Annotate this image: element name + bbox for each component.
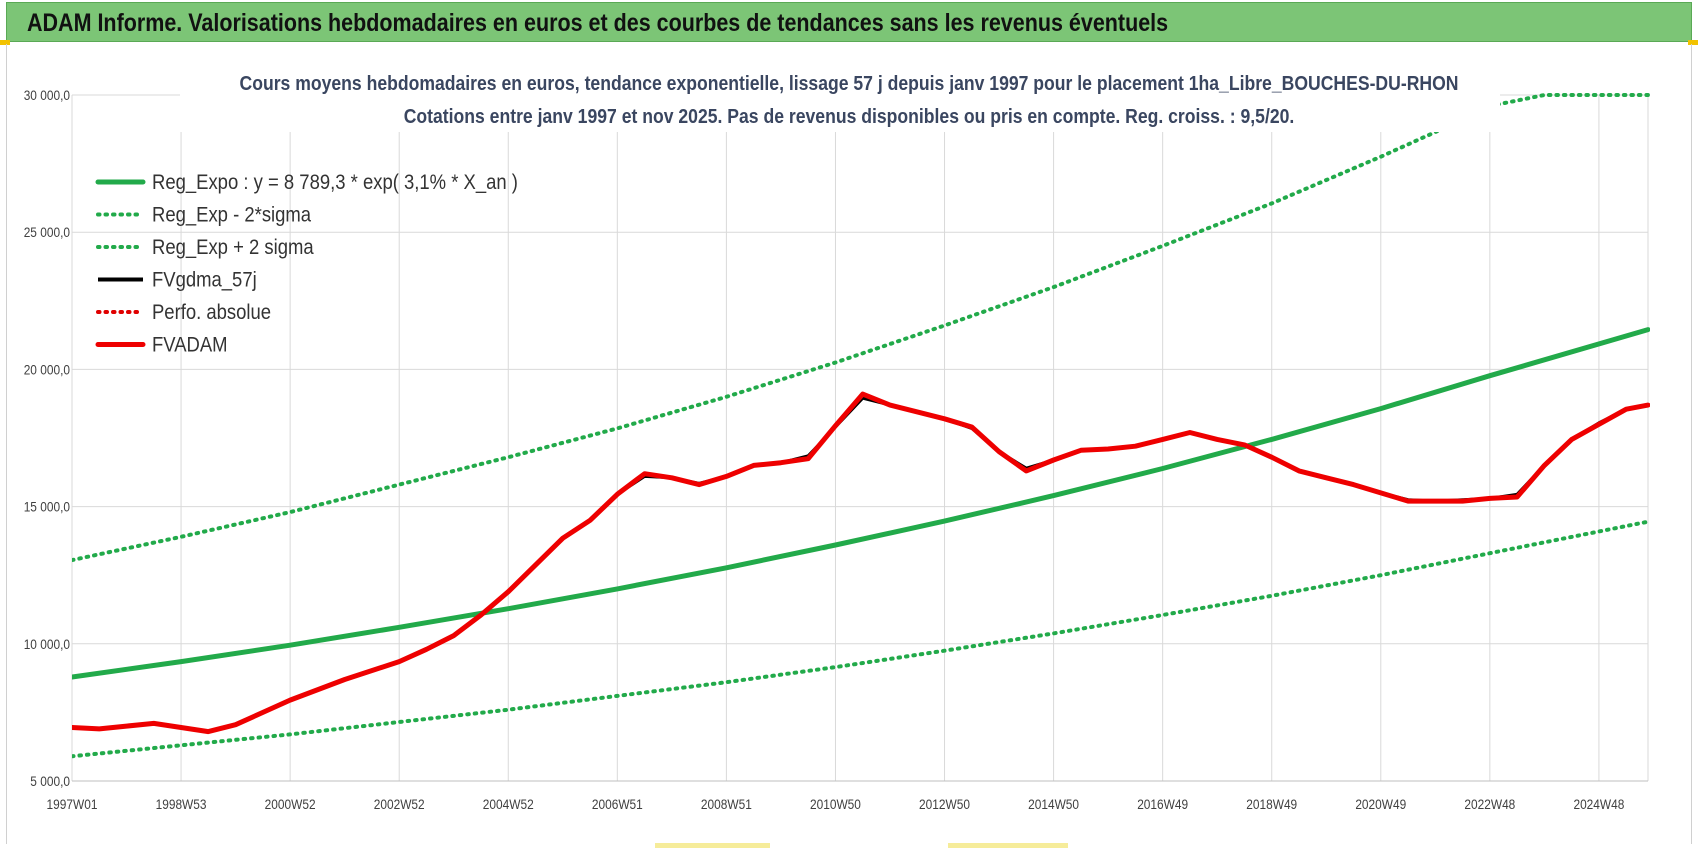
x-tick-label: 2022W48 — [1464, 796, 1515, 812]
legend-label: FVADAM — [152, 333, 228, 356]
x-tick-label: 2010W50 — [810, 796, 861, 812]
series-line-5 — [72, 391, 1650, 735]
series-line-3 — [72, 396, 1649, 734]
y-tick-label: 20 000,0 — [24, 361, 70, 377]
x-tick-label: 2002W52 — [374, 796, 425, 812]
legend-label: Reg_Expo : y = 8 789,3 * exp( 3,1% * X_a… — [152, 171, 518, 194]
bottom-marker-right — [948, 843, 1068, 848]
legend-label: Perfo. absolue — [152, 301, 271, 324]
x-tick-label: 2000W52 — [265, 796, 316, 812]
chart-title: Cours moyens hebdomadaires en euros, ten… — [239, 72, 1458, 94]
y-tick-label: 10 000,0 — [24, 636, 70, 652]
x-tick-label: 2018W49 — [1246, 796, 1297, 812]
y-tick-label: 5 000,0 — [30, 773, 70, 789]
title-backdrop — [180, 66, 1500, 132]
y-tick-label: 25 000,0 — [24, 224, 70, 240]
axis-layer: 5 000,0 10 000,0 15 000,0 20 000,0 25 000,0 3… — [24, 87, 1648, 812]
x-tick-label: 1997W01 — [47, 796, 98, 812]
y-tick-label: 15 000,0 — [24, 499, 70, 515]
x-tick-label: 2004W52 — [483, 796, 534, 812]
series-line-0 — [72, 327, 1650, 680]
chart-subtitle: Cotations entre janv 1997 et nov 2025. P… — [404, 105, 1295, 127]
chart-frame — [6, 44, 1692, 844]
legend-label: Reg_Exp - 2*sigma — [152, 203, 311, 226]
legend: Reg_Expo : y = 8 789,3 * exp( 3,1% * X_a… — [95, 171, 518, 357]
legend-label: Reg_Exp + 2 sigma — [152, 236, 314, 259]
x-tick-label: 2014W50 — [1028, 796, 1079, 812]
x-tick-label: 2006W51 — [592, 796, 643, 812]
title-bar: ADAM Informe. Valorisations hebdomadaire… — [6, 2, 1692, 42]
series-line-2 — [72, 93, 1650, 563]
corner-marker-right — [1688, 40, 1698, 45]
x-tick-label: 2012W50 — [919, 796, 970, 812]
page-title: ADAM Informe. Valorisations hebdomadaire… — [27, 9, 1169, 37]
x-tick-label: 2020W49 — [1355, 796, 1406, 812]
x-tick-label: 2024W48 — [1573, 796, 1624, 812]
x-tick-label: 2016W49 — [1137, 796, 1188, 812]
bottom-marker-left — [655, 843, 770, 848]
x-tick-label: 2008W51 — [701, 796, 752, 812]
legend-label: FVgdma_57j — [152, 268, 257, 291]
grid-layer — [71, 94, 1649, 782]
y-tick-label: 30 000,0 — [24, 87, 70, 103]
x-tick-label: 1998W53 — [156, 796, 207, 812]
series-line-1 — [72, 519, 1650, 759]
corner-marker-left — [0, 40, 10, 45]
